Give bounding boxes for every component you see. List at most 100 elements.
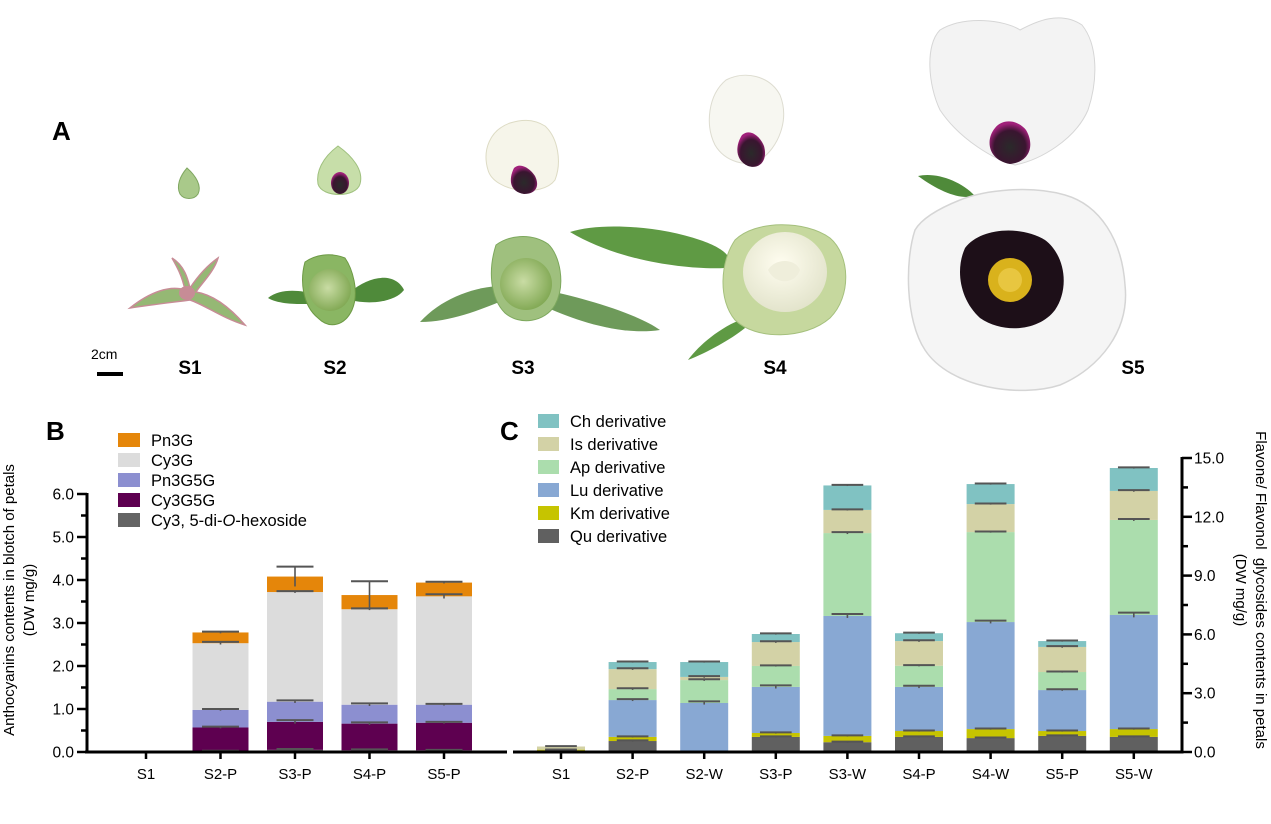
bar-segment bbox=[341, 609, 398, 705]
bar-stack-s3-p bbox=[751, 632, 800, 752]
x-tick-label: S2-P bbox=[616, 766, 649, 783]
flower-development-photos bbox=[0, 0, 1271, 400]
legend-label: Cy3, 5-di-O-hexoside bbox=[151, 512, 307, 530]
legend-label: Cy3G5G bbox=[151, 492, 215, 510]
s5-flower bbox=[907, 174, 1127, 392]
bar-segment bbox=[680, 703, 729, 752]
legend-label: Ch derivative bbox=[570, 413, 666, 431]
bar-segment bbox=[1109, 729, 1158, 737]
bar-segment bbox=[267, 701, 323, 722]
legend-label: Qu derivative bbox=[570, 528, 667, 546]
legend-item: Lu derivative bbox=[538, 482, 664, 500]
bar-segment bbox=[751, 732, 800, 737]
legend-label: Pn3G5G bbox=[151, 472, 215, 490]
bar-segment bbox=[192, 643, 249, 710]
bar-stack-s5-p bbox=[416, 580, 472, 752]
bar-segment bbox=[823, 509, 872, 534]
legend-swatch bbox=[118, 473, 140, 487]
bar-segment bbox=[823, 485, 872, 510]
y-tick-label: 3.0 bbox=[52, 616, 74, 633]
bar-segment bbox=[267, 721, 323, 750]
legend-item: Ap derivative bbox=[538, 459, 665, 477]
x-tick-label: S5-P bbox=[1046, 766, 1079, 783]
s3-petal bbox=[485, 119, 559, 194]
y-tick-label: 5.0 bbox=[52, 530, 74, 547]
legend-swatch bbox=[118, 493, 140, 507]
legend-swatch bbox=[118, 453, 140, 467]
s5-petal bbox=[929, 17, 1096, 166]
bar-segment bbox=[751, 686, 800, 733]
bar-stack-s2-p bbox=[192, 630, 249, 752]
legend-swatch bbox=[538, 529, 559, 543]
bar-segment bbox=[416, 582, 472, 597]
bar-segment bbox=[608, 662, 657, 670]
scale-bar-label: 2cm bbox=[91, 346, 118, 362]
y-tick-label: 0.0 bbox=[52, 745, 74, 762]
bar-stack-s2-w bbox=[680, 660, 729, 752]
bar-segment bbox=[1038, 672, 1087, 691]
stage-label-s1: S1 bbox=[178, 358, 202, 379]
s4-bud bbox=[570, 224, 847, 360]
y-tick-label: 4.0 bbox=[52, 573, 74, 590]
legend-item: Cy3G bbox=[118, 452, 193, 470]
bar-segment bbox=[1038, 731, 1087, 736]
bar-segment bbox=[966, 484, 1015, 505]
bar-stack-s3-p bbox=[267, 565, 323, 752]
legend-label: Is derivative bbox=[570, 436, 658, 454]
bar-segment bbox=[416, 596, 472, 705]
legend-swatch bbox=[538, 437, 559, 451]
bar-segment bbox=[751, 634, 800, 643]
stage-label-s5: S5 bbox=[1121, 358, 1145, 379]
bar-segment bbox=[341, 723, 398, 751]
bar-segment bbox=[823, 533, 872, 616]
legend-swatch bbox=[118, 513, 140, 527]
bar-segment bbox=[267, 592, 323, 702]
bar-segment bbox=[192, 632, 249, 644]
legend-item: Ch derivative bbox=[538, 413, 666, 431]
legend-item: Cy3, 5-di-O-hexoside bbox=[118, 512, 307, 530]
bar-segment bbox=[680, 680, 729, 703]
x-tick-label: S2-W bbox=[685, 766, 723, 783]
s4-petal bbox=[708, 74, 785, 167]
bar-segment bbox=[751, 736, 800, 752]
x-tick-label: S3-P bbox=[759, 766, 792, 783]
s3-bud bbox=[420, 236, 660, 332]
bar-stack-s5-w bbox=[1109, 466, 1158, 752]
y-tick-label: 15.0 bbox=[1194, 451, 1225, 468]
stage-label-s2: S2 bbox=[323, 358, 347, 379]
bar-segment bbox=[608, 700, 657, 737]
y-tick-label: 12.0 bbox=[1194, 509, 1225, 526]
s1-bud bbox=[127, 256, 248, 327]
legend-label: Lu derivative bbox=[570, 482, 664, 500]
x-tick-label: S4-P bbox=[902, 766, 935, 783]
bar-segment bbox=[751, 665, 800, 687]
legend-item: Pn3G bbox=[118, 432, 193, 450]
bar-segment bbox=[192, 727, 249, 752]
bar-segment bbox=[895, 736, 943, 752]
y-tick-label: 1.0 bbox=[52, 702, 74, 719]
bar-segment bbox=[1038, 646, 1087, 673]
bar-segment bbox=[895, 665, 943, 687]
x-tick-label: S3-P bbox=[278, 766, 311, 783]
chart-b-anthocyanins: S1 S2-P S3-P S4-P S5-P 0.0 1.0 2.0 3.0 4.0 5.0 6.0 A… bbox=[1, 432, 507, 783]
y-axis-unit: (DW mg/g) bbox=[1232, 554, 1249, 627]
legend-item: Km derivative bbox=[538, 505, 670, 523]
legend-label: Cy3G bbox=[151, 452, 193, 470]
bar-segment bbox=[416, 722, 472, 751]
bar-stack-s4-w bbox=[966, 482, 1015, 752]
x-tick-label: S2-P bbox=[204, 766, 237, 783]
stage-label-s3: S3 bbox=[511, 358, 535, 379]
bar-segment bbox=[966, 504, 1015, 533]
bar-segment bbox=[1109, 614, 1158, 730]
y-tick-label: 6.0 bbox=[52, 487, 74, 504]
bar-stack-s2-p bbox=[608, 660, 657, 752]
y-tick-label: 2.0 bbox=[52, 659, 74, 676]
bar-segment bbox=[895, 686, 943, 732]
bar-segment bbox=[1038, 735, 1087, 752]
bar-segment bbox=[537, 746, 585, 750]
y-axis-title: Flavone/ Flavonol glycosides contents in… bbox=[1252, 431, 1269, 749]
bar-segment bbox=[416, 704, 472, 723]
bar-segment bbox=[1109, 467, 1158, 491]
x-tick-label: S3-W bbox=[829, 766, 867, 783]
